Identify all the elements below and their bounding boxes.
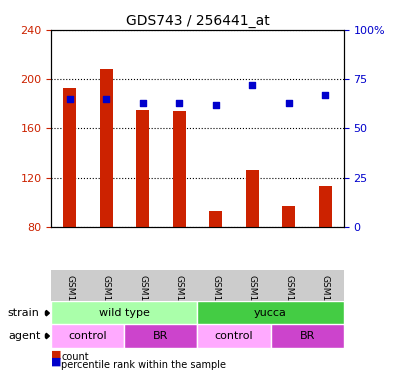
Text: GSM13427: GSM13427 bbox=[248, 275, 257, 324]
Text: agent: agent bbox=[8, 331, 40, 341]
Text: control: control bbox=[215, 331, 253, 341]
Text: ■: ■ bbox=[51, 350, 62, 359]
Text: ■: ■ bbox=[51, 357, 62, 367]
Point bbox=[139, 100, 146, 106]
Text: count: count bbox=[61, 352, 89, 362]
Text: GSM13421: GSM13421 bbox=[102, 275, 111, 324]
Text: GSM13420: GSM13420 bbox=[65, 275, 74, 324]
Bar bbox=[51, 324, 124, 348]
Text: wild type: wild type bbox=[99, 308, 150, 318]
Bar bbox=[136, 110, 149, 227]
Bar bbox=[246, 170, 259, 227]
Text: yucca: yucca bbox=[254, 308, 287, 318]
Bar bbox=[271, 324, 344, 348]
Bar bbox=[209, 211, 222, 227]
Text: GSM13424: GSM13424 bbox=[175, 275, 184, 324]
Bar bbox=[198, 324, 271, 348]
Point bbox=[213, 102, 219, 108]
Point bbox=[176, 100, 182, 106]
Bar bbox=[63, 88, 76, 227]
Text: GSM13426: GSM13426 bbox=[211, 275, 220, 324]
Text: GSM13429: GSM13429 bbox=[321, 275, 330, 324]
Point bbox=[249, 82, 256, 88]
Bar bbox=[124, 324, 198, 348]
Bar bbox=[319, 186, 332, 227]
Bar bbox=[198, 301, 344, 324]
Point bbox=[286, 100, 292, 106]
Text: percentile rank within the sample: percentile rank within the sample bbox=[61, 360, 226, 370]
Bar bbox=[173, 111, 186, 227]
Bar bbox=[100, 69, 113, 227]
Point bbox=[322, 92, 329, 98]
Title: GDS743 / 256441_at: GDS743 / 256441_at bbox=[126, 13, 269, 28]
Text: GSM13428: GSM13428 bbox=[284, 275, 293, 324]
Point bbox=[103, 96, 109, 102]
Text: BR: BR bbox=[299, 331, 315, 341]
Text: control: control bbox=[69, 331, 107, 341]
Bar bbox=[51, 301, 198, 324]
Text: GSM13423: GSM13423 bbox=[138, 275, 147, 324]
Point bbox=[66, 96, 73, 102]
Bar bbox=[282, 206, 295, 227]
Text: strain: strain bbox=[8, 308, 40, 318]
Text: BR: BR bbox=[153, 331, 169, 341]
